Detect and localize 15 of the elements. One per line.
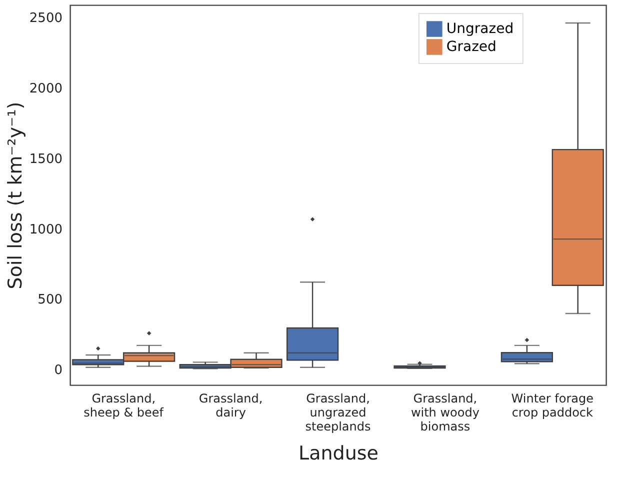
x-tick-label: Winter forage crop paddock xyxy=(511,392,594,420)
y-tick-label: 2000 xyxy=(29,82,62,97)
y-tick-label: 2500 xyxy=(29,11,62,26)
x-tick-label: Grassland, with woody biomass xyxy=(410,392,480,434)
legend-label: Grazed xyxy=(446,39,496,55)
y-tick-label: 500 xyxy=(38,292,62,308)
y-axis-title: Soil loss (t km⁻²y⁻¹) xyxy=(4,102,26,290)
y-tick-label: 1500 xyxy=(29,152,62,167)
x-tick-label: Grassland, ungrazed steeplands xyxy=(305,392,371,434)
x-tick-label: Grassland, dairy xyxy=(198,392,263,420)
legend-label: Ungrazed xyxy=(446,21,514,37)
x-tick-label: Grassland, sheep & beef xyxy=(84,392,164,420)
x-axis-title: Landuse xyxy=(298,442,378,464)
y-tick-label: 1000 xyxy=(29,222,62,238)
y-tick-label: 0 xyxy=(54,363,62,378)
